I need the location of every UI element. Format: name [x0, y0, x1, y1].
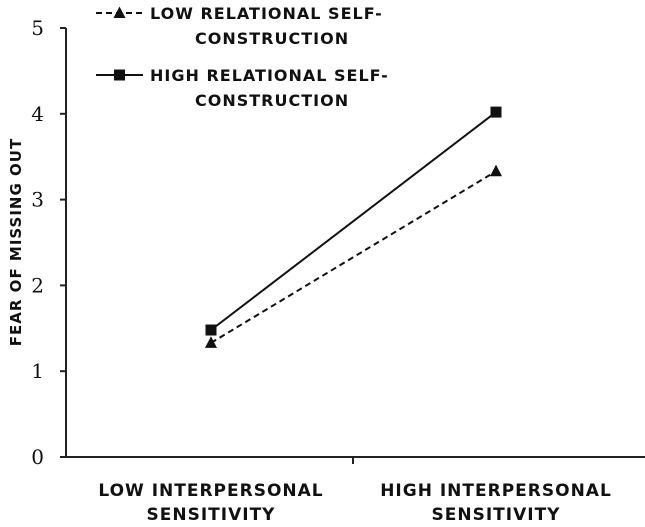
legend-item-high-relational: HIGH RELATIONAL SELF- CONSTRUCTION	[96, 66, 389, 110]
y-tick-label: 4	[31, 102, 44, 126]
y-tick-label: 0	[31, 445, 44, 469]
x-category-label: LOW INTERPERSONAL SENSITIVITY	[98, 481, 323, 525]
series-line	[210, 111, 497, 331]
legend-item-low-relational: LOW RELATIONAL SELF- CONSTRUCTION	[96, 4, 383, 48]
x-category-label-line: LOW INTERPERSONAL	[98, 481, 323, 501]
x-category-label: HIGH INTERPERSONAL SENSITIVITY	[380, 481, 612, 525]
series-low-relational	[205, 164, 502, 348]
data-point-square	[490, 106, 502, 118]
legend-marker-triangle	[113, 6, 126, 18]
x-category-label-line: HIGH INTERPERSONAL	[380, 481, 612, 501]
y-tick-label: 1	[31, 359, 44, 383]
x-category-label-line: SENSITIVITY	[147, 505, 276, 525]
series-line	[210, 170, 497, 344]
y-axis-title: FEAR OF MISSING OUT	[7, 138, 25, 346]
data-point-triangle	[205, 336, 217, 348]
legend-marker-square	[114, 69, 125, 81]
series	[205, 106, 502, 348]
y-tick-label: 3	[31, 188, 44, 212]
legend-label: CONSTRUCTION	[195, 29, 349, 48]
series-high-relational	[205, 106, 502, 336]
x-category-label-line: SENSITIVITY	[432, 505, 561, 525]
legend-label: CONSTRUCTION	[195, 91, 349, 110]
y-tick-label: 5	[31, 16, 44, 40]
axes: FEAR OF MISSING OUT	[7, 28, 645, 458]
legend-label: LOW RELATIONAL SELF-	[150, 4, 383, 23]
legend-label: HIGH RELATIONAL SELF-	[150, 66, 389, 85]
y-tick-label: 2	[31, 273, 44, 297]
data-point-triangle	[490, 164, 502, 177]
data-point-square	[205, 324, 217, 336]
y-ticks: 0 1 2 3 4 5	[31, 16, 66, 469]
